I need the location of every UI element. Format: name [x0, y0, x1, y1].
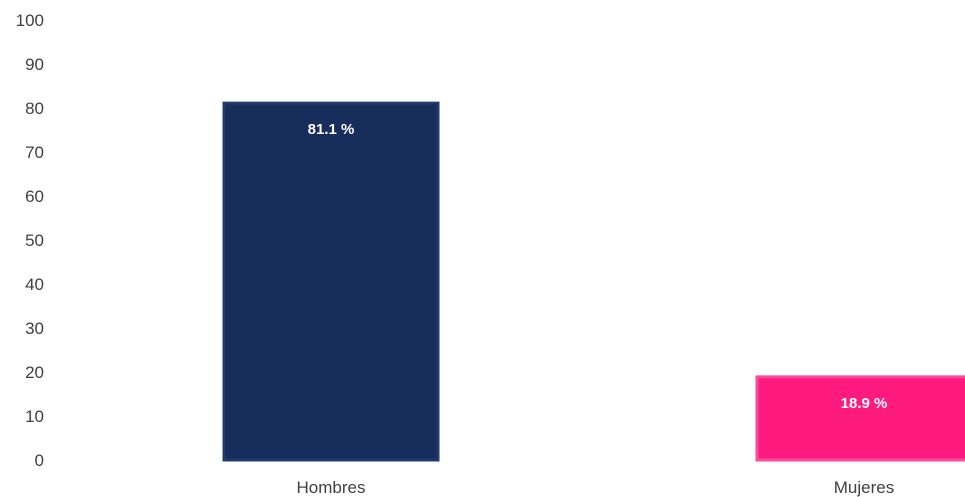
y-tick-label: 30: [25, 319, 44, 338]
y-tick-label: 70: [25, 143, 44, 162]
y-tick-label: 60: [25, 187, 44, 206]
data-labels: 81.1 % 18.9 %: [308, 121, 888, 412]
y-tick-label: 90: [25, 55, 44, 74]
bar-hombres: [222, 101, 440, 462]
data-label-mujeres: 18.9 %: [841, 395, 888, 412]
y-tick-label: 40: [25, 275, 44, 294]
y-tick-label: 0: [35, 451, 44, 470]
y-tick-label: 20: [25, 363, 44, 382]
y-tick-label: 50: [25, 231, 44, 250]
bar-mujeres: [755, 375, 965, 462]
y-tick-label: 10: [25, 407, 44, 426]
x-axis: Hombres Mujeres: [297, 478, 895, 497]
data-label-hombres: 81.1 %: [308, 121, 355, 138]
y-tick-label: 80: [25, 99, 44, 118]
y-axis: 0 10 20 30 40 50 60 70 80 90 100: [16, 11, 44, 470]
category-label-hombres: Hombres: [297, 478, 366, 497]
category-label-mujeres: Mujeres: [834, 478, 894, 497]
y-tick-label: 100: [16, 11, 44, 30]
bars: [222, 101, 965, 462]
